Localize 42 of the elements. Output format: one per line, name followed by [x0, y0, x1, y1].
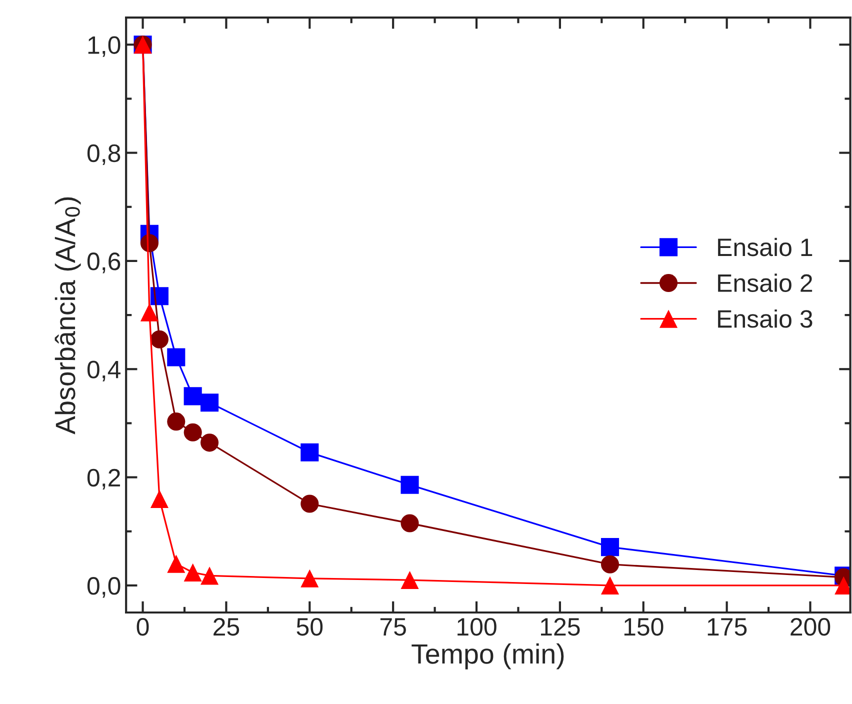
point: [167, 554, 186, 573]
x-tick-label: 150: [624, 618, 664, 636]
x-tick-label: 50: [296, 618, 323, 636]
y-tick-label: 1,0: [88, 36, 120, 57]
point: [140, 303, 158, 322]
legend-label: Ensaio 2: [718, 274, 812, 292]
x-tick-label: 25: [214, 618, 240, 636]
point: [200, 434, 219, 452]
point: [150, 287, 168, 306]
point: [300, 443, 319, 462]
point: [167, 348, 186, 366]
point: [400, 476, 419, 494]
point: [600, 576, 620, 594]
x-tick-label: 100: [458, 618, 496, 636]
x-tick-label: 125: [541, 618, 580, 636]
point: [184, 563, 202, 582]
y-tick-label: 0,8: [87, 144, 120, 166]
point: [200, 566, 219, 585]
point: [300, 494, 319, 513]
y-axis-title: Absorbância (A/A$_{0}$): [54, 197, 81, 434]
point: [600, 538, 620, 556]
legend-label: Ensaio 1: [718, 238, 812, 256]
point: [300, 569, 319, 588]
point: [600, 555, 620, 574]
legend-label: Ensaio 3: [718, 309, 812, 328]
point: [150, 330, 168, 348]
point: [400, 571, 419, 590]
point: [184, 423, 202, 442]
y-tick-label: 0,6: [87, 252, 120, 274]
y-tick-label: 0,4: [87, 360, 121, 382]
point: [184, 387, 202, 406]
x-tick-label: 175: [708, 618, 747, 636]
point: [150, 490, 168, 508]
x-tick-label: 75: [380, 618, 406, 636]
x-axis-title: Tempo (min): [412, 643, 564, 670]
point: [400, 514, 419, 532]
x-tick-label: 0: [136, 618, 149, 636]
y-tick-label: 0,2: [87, 468, 120, 490]
point: [200, 394, 219, 412]
y-tick-label: 0,0: [87, 577, 120, 598]
point: [167, 412, 186, 431]
x-tick-label: 200: [790, 618, 830, 636]
